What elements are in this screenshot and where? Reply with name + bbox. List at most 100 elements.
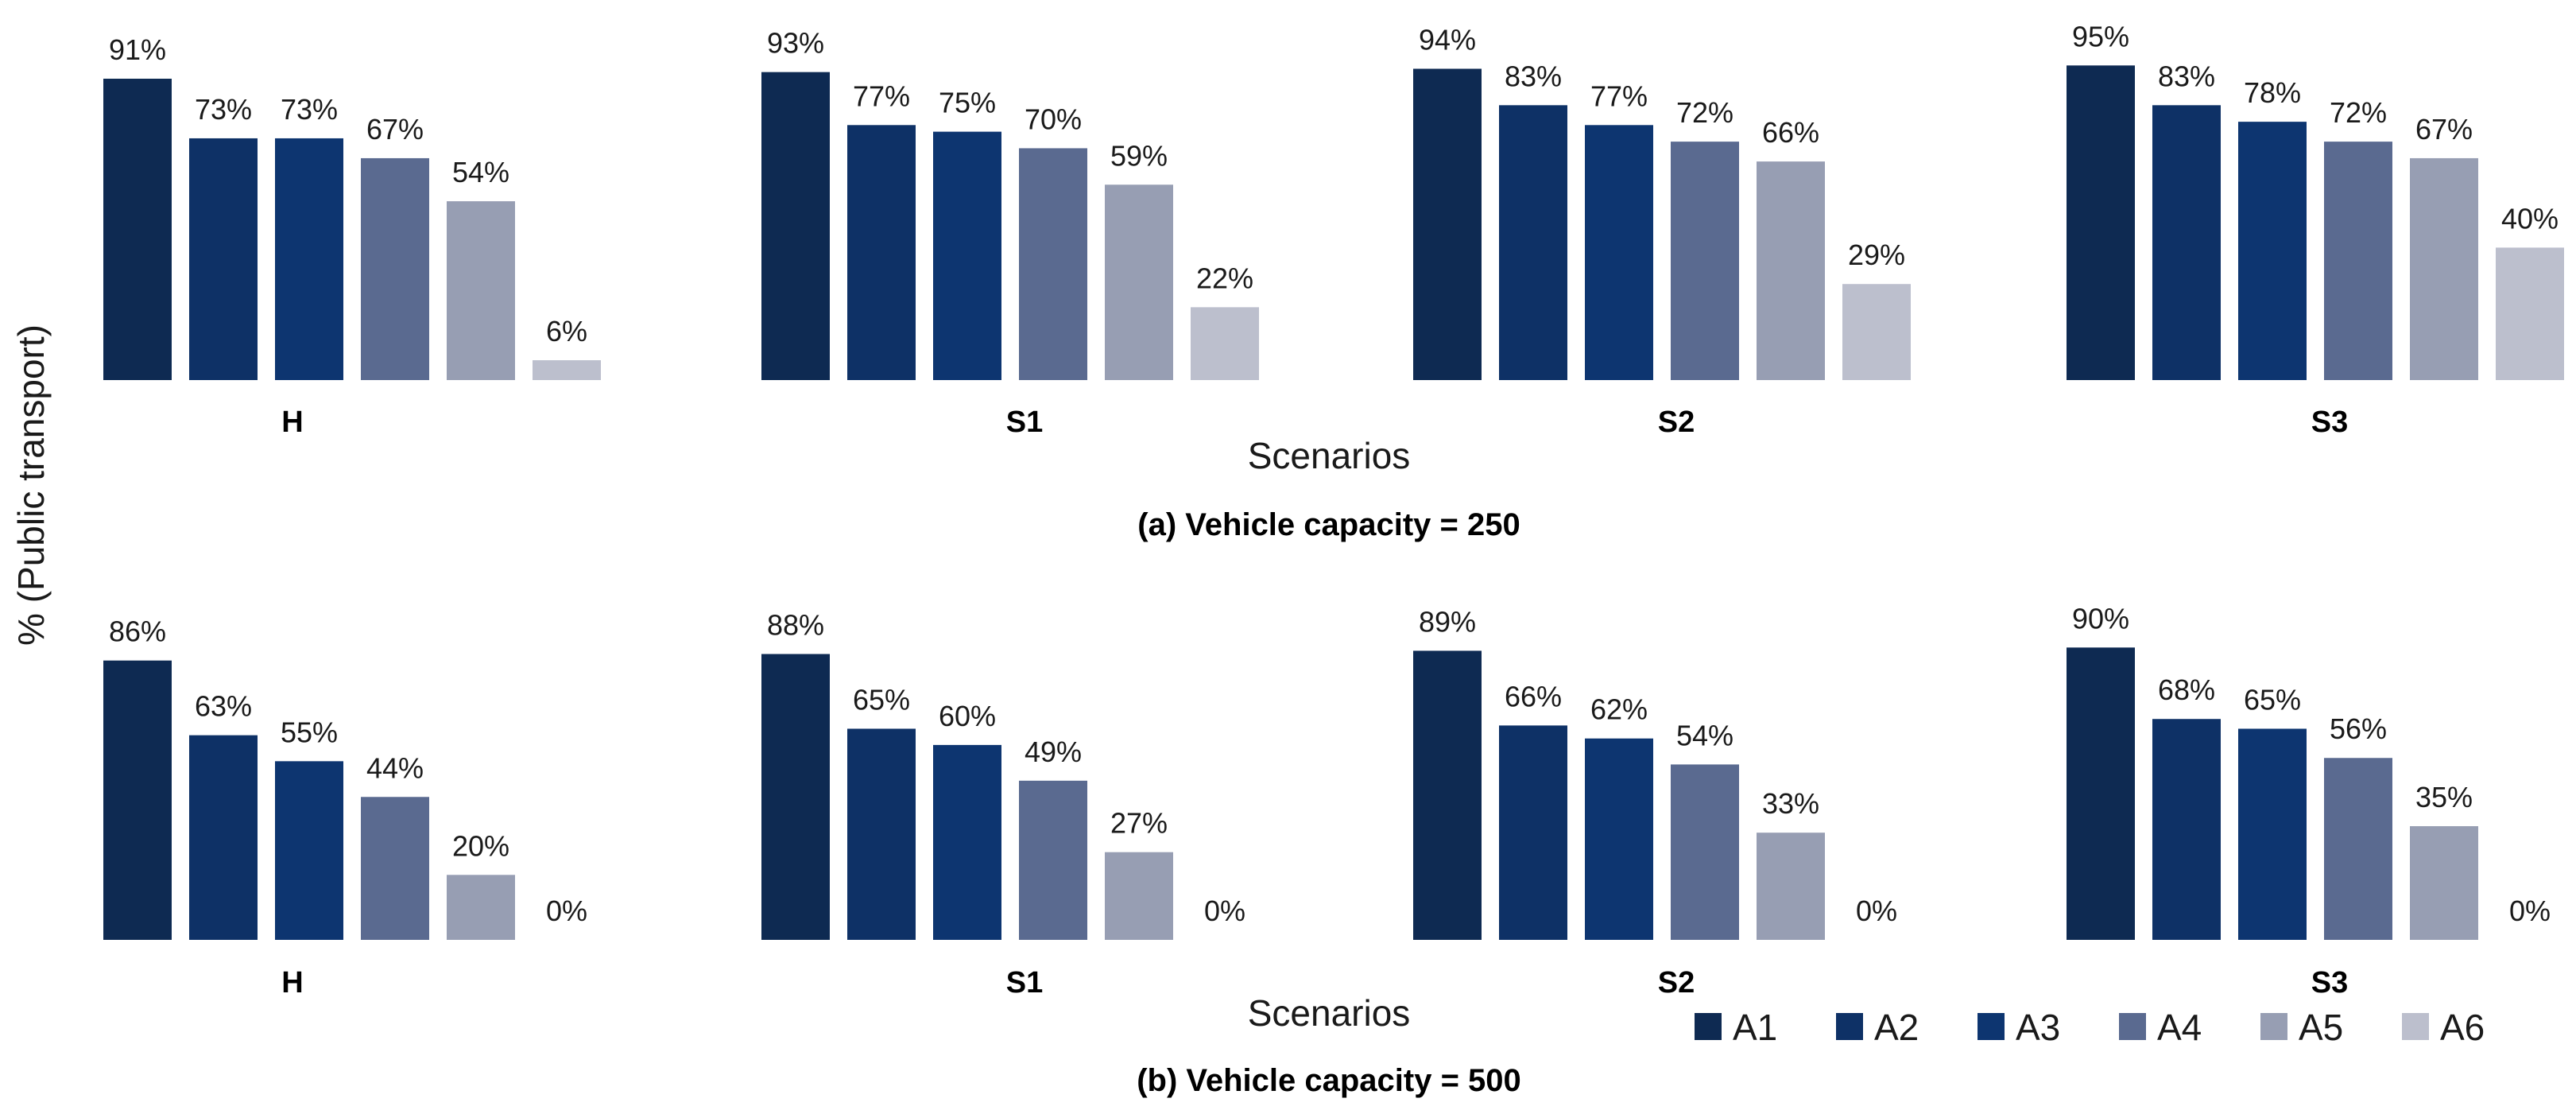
legend-swatch-a6 xyxy=(2402,1013,2429,1040)
bar-s2-a3 xyxy=(1585,125,1653,381)
y-axis-label: % (Public transport) xyxy=(10,324,52,646)
data-label-h-a1: 86% xyxy=(109,615,166,648)
data-label-s3-a2: 83% xyxy=(2158,60,2215,92)
legend-label-a1: A1 xyxy=(1733,1007,1777,1048)
bar-s1-a4 xyxy=(1019,780,1087,940)
x-axis-label: Scenarios xyxy=(1248,435,1411,476)
bar-s1-a3 xyxy=(933,744,1001,940)
data-label-s2-a3: 77% xyxy=(1590,80,1648,112)
data-label-s1-a5: 59% xyxy=(1110,139,1168,172)
bar-s1-a6 xyxy=(1191,307,1259,380)
data-label-s3-a2: 68% xyxy=(2158,673,2215,706)
bar-s2-a1 xyxy=(1413,650,1482,940)
bar-h-a6 xyxy=(533,360,601,380)
bar-s1-a2 xyxy=(847,728,916,940)
data-label-s2-a1: 89% xyxy=(1419,605,1476,638)
category-label-s3: S3 xyxy=(2311,966,2348,999)
data-label-s1-a6: 22% xyxy=(1196,262,1253,294)
data-label-s1-a3: 75% xyxy=(939,87,996,119)
legend-label-a2: A2 xyxy=(1874,1007,1919,1048)
bar-s2-a3 xyxy=(1585,738,1653,940)
bar-s2-a2 xyxy=(1499,105,1567,380)
data-label-s1-a4: 49% xyxy=(1025,736,1082,768)
bar-h-a1 xyxy=(103,78,172,381)
legend-label-a5: A5 xyxy=(2299,1007,2343,1048)
data-label-s3-a1: 90% xyxy=(2072,602,2129,635)
data-label-s3-a5: 67% xyxy=(2415,113,2473,146)
data-label-s2-a4: 54% xyxy=(1676,719,1733,751)
bar-s3-a1 xyxy=(2067,647,2135,940)
data-label-s3-a5: 35% xyxy=(2415,781,2473,813)
data-label-s1-a3: 60% xyxy=(939,700,996,732)
bar-s3-a4 xyxy=(2324,758,2392,940)
data-label-s1-a2: 65% xyxy=(853,683,910,716)
category-label-s2: S2 xyxy=(1658,966,1695,999)
bar-s1-a1 xyxy=(761,72,830,380)
data-label-h-a3: 73% xyxy=(281,93,338,126)
data-label-s2-a2: 83% xyxy=(1505,60,1562,92)
data-label-s3-a6: 40% xyxy=(2501,202,2559,235)
data-label-h-a2: 73% xyxy=(195,93,252,126)
data-label-s2-a6: 0% xyxy=(1856,895,1897,927)
bar-s1-a4 xyxy=(1019,148,1087,380)
bar-s3-a5 xyxy=(2410,826,2478,940)
legend-swatch-a4 xyxy=(2119,1013,2146,1040)
bar-s1-a1 xyxy=(761,654,830,940)
data-label-s3-a3: 78% xyxy=(2244,76,2301,109)
panel-caption: (b) Vehicle capacity = 500 xyxy=(1137,1063,1521,1098)
bar-s3-a6 xyxy=(2496,247,2564,380)
bar-h-a4 xyxy=(361,797,429,940)
data-label-h-a3: 55% xyxy=(281,716,338,748)
category-label-h: H xyxy=(281,406,303,439)
data-label-s1-a1: 88% xyxy=(767,609,824,642)
data-label-s2-a5: 33% xyxy=(1762,787,1819,820)
data-label-h-a6: 0% xyxy=(546,895,587,927)
legend: A1 A2 A3 A4 A5 A6 xyxy=(1695,1007,2485,1048)
data-label-h-a2: 63% xyxy=(195,690,252,723)
bar-s3-a3 xyxy=(2238,728,2307,940)
data-label-s2-a4: 72% xyxy=(1676,96,1733,129)
bar-s3-a5 xyxy=(2410,157,2478,380)
bar-h-a5 xyxy=(447,875,515,940)
data-label-s3-a4: 56% xyxy=(2330,712,2387,745)
panel-b: 86% 63% 55% 44% 20% 0% H 88% 65% 60% 49% 27% 0% S1 89%… xyxy=(103,602,2551,1098)
data-label-s3-a6: 0% xyxy=(2509,895,2551,927)
data-label-h-a1: 91% xyxy=(109,33,166,66)
data-label-s3-a3: 65% xyxy=(2244,683,2301,716)
data-label-h-a4: 67% xyxy=(366,113,424,146)
data-label-s3-a4: 72% xyxy=(2330,96,2387,129)
bar-s2-a2 xyxy=(1499,725,1567,940)
legend-swatch-a5 xyxy=(2260,1013,2287,1040)
data-label-s3-a1: 95% xyxy=(2072,20,2129,52)
bar-h-a5 xyxy=(447,201,515,380)
bar-s2-a5 xyxy=(1757,161,1825,381)
bar-h-a2 xyxy=(189,138,258,380)
category-label-s2: S2 xyxy=(1658,406,1695,439)
bar-s2-a1 xyxy=(1413,68,1482,381)
bar-h-a3 xyxy=(275,761,343,940)
bar-s3-a3 xyxy=(2238,122,2307,380)
legend-swatch-a3 xyxy=(1978,1013,2005,1040)
category-label-h: H xyxy=(281,966,303,999)
bar-h-a1 xyxy=(103,660,172,940)
data-label-s2-a1: 94% xyxy=(1419,23,1476,56)
bar-s3-a2 xyxy=(2152,105,2221,380)
data-label-s1-a1: 93% xyxy=(767,27,824,60)
bar-s3-a4 xyxy=(2324,142,2392,380)
x-axis-label: Scenarios xyxy=(1248,992,1411,1034)
bar-h-a3 xyxy=(275,138,343,380)
bar-s3-a1 xyxy=(2067,65,2135,380)
bar-h-a2 xyxy=(189,735,258,940)
data-label-s1-a6: 0% xyxy=(1204,895,1245,927)
bar-s1-a5 xyxy=(1105,184,1173,380)
legend-label-a3: A3 xyxy=(2016,1007,2060,1048)
bar-s2-a4 xyxy=(1671,764,1739,940)
data-label-s2-a2: 66% xyxy=(1505,680,1562,712)
category-label-s1: S1 xyxy=(1006,406,1043,439)
data-label-h-a4: 44% xyxy=(366,751,424,784)
data-label-h-a5: 54% xyxy=(452,156,509,188)
data-label-s1-a5: 27% xyxy=(1110,807,1168,840)
category-label-s1: S1 xyxy=(1006,966,1043,999)
data-label-h-a5: 20% xyxy=(452,829,509,862)
panel-caption: (a) Vehicle capacity = 250 xyxy=(1137,507,1520,542)
